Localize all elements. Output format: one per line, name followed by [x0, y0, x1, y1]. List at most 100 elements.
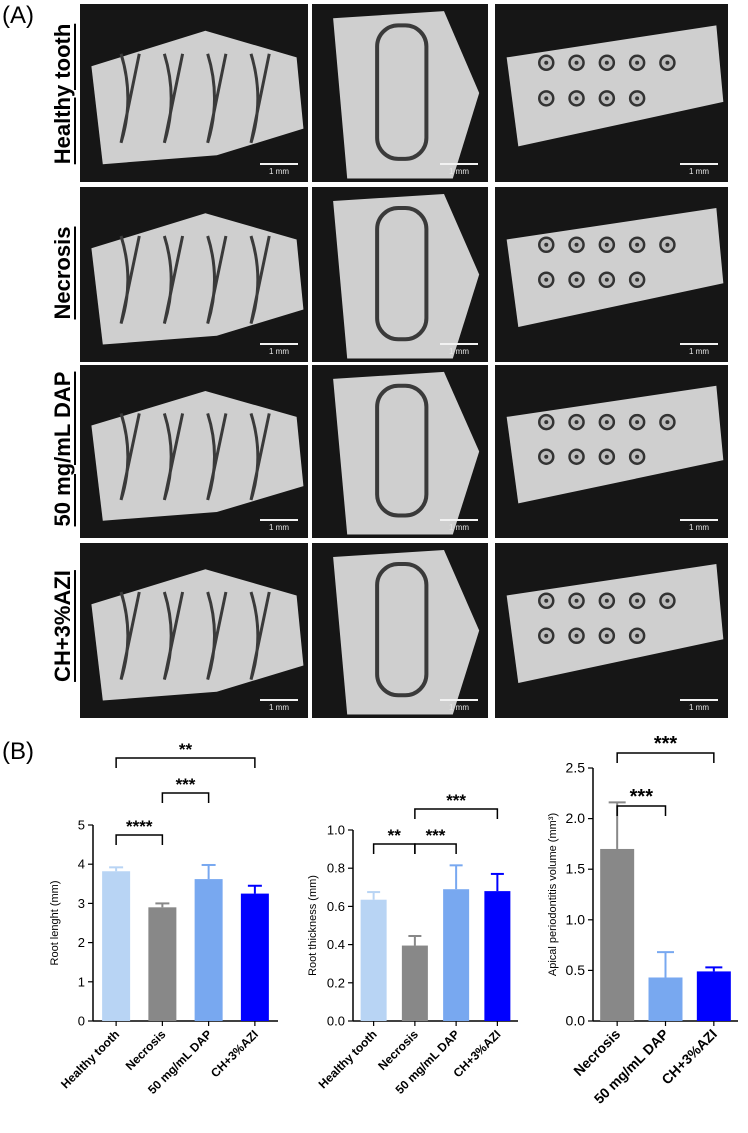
scale-bar: 1 mm: [680, 699, 718, 712]
y-tick-label: 1: [78, 974, 85, 989]
scale-bar: 1 mm: [680, 343, 718, 356]
scale-bar: 1 mm: [260, 343, 298, 356]
scale-bar-label: 1 mm: [269, 523, 289, 532]
scale-bar: 1 mm: [440, 699, 478, 712]
scale-bar: 1 mm: [260, 699, 298, 712]
x-tick-label: Necrosis: [375, 1027, 421, 1073]
scale-bar: 1 mm: [680, 163, 718, 176]
bar: [401, 945, 428, 1021]
microct-image-dap-coronal: 1 mm: [312, 365, 488, 538]
microct-image-ch-azi-axial: 1 mm: [495, 543, 728, 718]
significance-label: ***: [654, 733, 678, 755]
y-axis-label: Root lenght (mm): [49, 881, 61, 966]
significance-label: **: [388, 826, 402, 845]
y-tick-label: 5: [78, 818, 85, 833]
y-axis-label: Apical periodontitis volume (mm³): [547, 813, 559, 976]
y-tick-label: 0.0: [327, 1014, 345, 1029]
panel-label-a: (A): [2, 2, 34, 29]
scale-bar-line: [680, 343, 718, 345]
bone-render: [333, 550, 480, 715]
significance-label: ***: [426, 826, 446, 845]
scale-bar: 1 mm: [680, 519, 718, 532]
scale-bar-label: 1 mm: [449, 347, 469, 356]
significance-label: **: [179, 740, 193, 759]
scale-bar-line: [680, 163, 718, 165]
significance-bracket: [616, 805, 667, 816]
significance-bracket: [372, 843, 416, 854]
bar: [148, 907, 177, 1021]
bone-render: [91, 390, 304, 521]
y-tick-label: 0.2: [327, 975, 345, 990]
bone-render: [506, 564, 724, 683]
significance-bracket: [414, 808, 499, 819]
significance-label: ***: [176, 775, 196, 794]
scale-bar-line: [260, 163, 298, 165]
scale-bar: 1 mm: [440, 163, 478, 176]
microct-image-healthy-tooth-axial: 1 mm: [495, 4, 728, 182]
row-label-50mg-dap: 50 mg/mL DAP: [50, 371, 75, 527]
microct-image-healthy-tooth-coronal: 1 mm: [312, 4, 488, 182]
bar: [648, 977, 683, 1021]
x-tick-label: Healthy tooth: [58, 1027, 122, 1091]
y-tick-label: 0.6: [327, 899, 345, 914]
scale-bar-line: [440, 519, 478, 521]
microct-image-necrosis-axial: 1 mm: [495, 187, 728, 362]
significance-bracket: [115, 757, 256, 768]
scale-bar: 1 mm: [440, 343, 478, 356]
significance-label: ***: [630, 786, 654, 808]
scale-bar-label: 1 mm: [449, 523, 469, 532]
microct-image-dap-sagittal: 1 mm: [80, 365, 308, 538]
microct-image-necrosis-sagittal: 1 mm: [80, 187, 308, 362]
scale-bar-label: 1 mm: [689, 347, 709, 356]
x-tick-label: CH+3%AZI: [208, 1027, 261, 1080]
significance-label: ***: [446, 791, 466, 810]
scale-bar-label: 1 mm: [269, 347, 289, 356]
scale-bar: 1 mm: [260, 163, 298, 176]
bar: [696, 971, 731, 1021]
row-label-necrosis: Necrosis: [50, 226, 75, 320]
scale-bar-label: 1 mm: [449, 167, 469, 176]
x-tick-label: 50 mg/mL DAP: [591, 1026, 672, 1107]
scale-bar-line: [440, 163, 478, 165]
x-tick-label: CH+3%AZI: [450, 1027, 503, 1080]
scale-bar-label: 1 mm: [689, 703, 709, 712]
y-tick-label: 0.5: [566, 962, 586, 978]
x-tick-label: 50 mg/mL DAP: [145, 1027, 215, 1097]
scale-bar: 1 mm: [260, 519, 298, 532]
microct-image-dap-axial: 1 mm: [495, 365, 728, 538]
bar: [102, 871, 131, 1021]
bar: [443, 889, 470, 1021]
panel-label-b: (B): [2, 738, 34, 765]
y-axis-label: Root thickness (mm): [307, 875, 319, 976]
x-tick-label: Necrosis: [123, 1027, 169, 1073]
scale-bar-line: [260, 699, 298, 701]
significance-bracket: [616, 752, 715, 763]
x-tick-label: Healthy tooth: [316, 1027, 380, 1091]
bar: [600, 848, 635, 1021]
x-tick-label: 50 mg/mL DAP: [393, 1027, 463, 1097]
microct-image-ch-azi-coronal: 1 mm: [312, 543, 488, 718]
scale-bar-label: 1 mm: [689, 523, 709, 532]
y-tick-label: 2.5: [566, 760, 586, 776]
scale-bar-line: [440, 343, 478, 345]
scale-bar-line: [680, 699, 718, 701]
bar: [240, 893, 269, 1021]
y-tick-label: 3: [78, 896, 85, 911]
bone-render: [506, 208, 724, 327]
significance-bracket: [414, 843, 457, 854]
bone-render: [333, 194, 480, 359]
microct-image-ch-azi-sagittal: 1 mm: [80, 543, 308, 718]
microct-image-healthy-tooth-sagittal: 1 mm: [80, 4, 308, 182]
scale-bar-label: 1 mm: [269, 703, 289, 712]
scale-bar-line: [260, 519, 298, 521]
significance-bracket: [161, 792, 210, 803]
y-tick-label: 0: [78, 1014, 85, 1029]
y-tick-label: 4: [78, 857, 85, 872]
bone-render: [91, 569, 304, 701]
y-tick-label: 0.8: [327, 861, 345, 876]
microct-image-necrosis-coronal: 1 mm: [312, 187, 488, 362]
y-tick-label: 1.5: [566, 861, 586, 877]
y-tick-label: 0.4: [327, 937, 345, 952]
y-tick-label: 2.0: [566, 810, 586, 826]
scale-bar-line: [440, 699, 478, 701]
